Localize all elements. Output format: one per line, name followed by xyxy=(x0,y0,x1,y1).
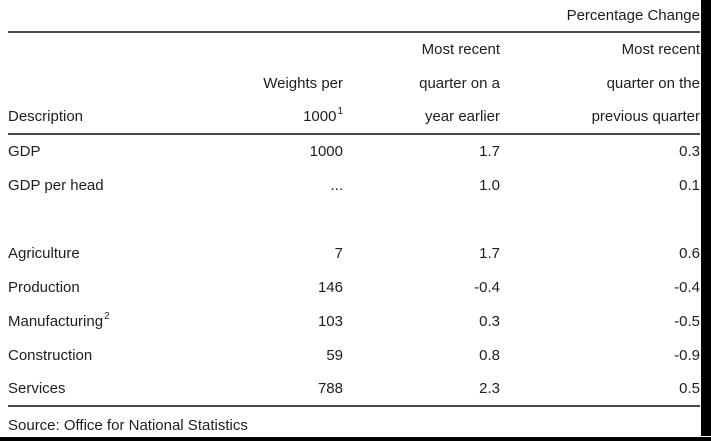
footnote-marker-2: 2 xyxy=(104,310,110,322)
row-label: Production xyxy=(8,278,80,296)
cell-weights: 59 xyxy=(326,346,343,364)
table-header: Most recent Most recent Weights per quar… xyxy=(8,32,700,135)
cell-year-earlier: 1.0 xyxy=(479,176,500,194)
cell-description: Agriculture xyxy=(8,236,208,270)
header-empty-cell xyxy=(8,32,208,66)
header-col4-line2: quarter on the xyxy=(606,74,700,92)
header-row-2: Weights per quarter on a quarter on the xyxy=(8,66,700,100)
table-row-spacer xyxy=(8,202,700,236)
cell-previous-quarter xyxy=(500,202,700,236)
row-label: Agriculture xyxy=(8,244,80,262)
header-col3-line1: Most recent xyxy=(421,41,500,58)
cell-weights: 103 xyxy=(317,312,343,330)
cell-description xyxy=(8,202,208,236)
cell-year-earlier: 1.7 xyxy=(479,244,500,262)
cell-description: Production xyxy=(8,270,208,304)
cell-previous-quarter: 0.3 xyxy=(679,143,700,160)
footnote-marker-1: 1 xyxy=(337,106,343,117)
cell-weights: 146 xyxy=(317,278,343,296)
table-row-production: Production 146 -0.4 -0.4 xyxy=(8,270,700,304)
cell-description: GDP per head xyxy=(8,168,208,202)
table-body: GDP 1000 1.7 0.3 GDP per head ... 1.0 0.… xyxy=(8,134,700,407)
cell-previous-quarter: 0.1 xyxy=(679,176,700,194)
row-label: GDP xyxy=(8,143,41,160)
header-row-1: Most recent Most recent xyxy=(8,32,700,66)
header-weights: 10001 xyxy=(208,100,343,135)
header-col3-line3: year earlier xyxy=(343,100,500,135)
header-description: Description xyxy=(8,100,208,135)
cell-description: GDP xyxy=(8,134,208,168)
cell-year-earlier: 1.7 xyxy=(479,143,500,160)
table-row-agriculture: Agriculture 7 1.7 0.6 xyxy=(8,236,700,270)
header-col2-line1: Weights per xyxy=(263,74,343,92)
cell-weights: 788 xyxy=(208,372,343,407)
table-row-construction: Construction 59 0.8 -0.9 xyxy=(8,338,700,372)
header-empty-cell xyxy=(208,32,343,66)
header-col4-line1: Most recent xyxy=(621,41,700,58)
header-col4-line3: previous quarter xyxy=(500,100,700,135)
table-row-gdp: GDP 1000 1.7 0.3 xyxy=(8,134,700,168)
percentage-change-spanner-label: Percentage Change xyxy=(566,7,700,24)
scan-edge-right xyxy=(701,0,711,436)
cell-description: Services xyxy=(8,372,208,407)
cell-year-earlier xyxy=(343,202,500,236)
cell-description: Construction xyxy=(8,338,208,372)
row-label: Manufacturing xyxy=(8,312,104,330)
table-content: Percentage Change Most recent Most recen… xyxy=(8,0,700,436)
cell-weights: 7 xyxy=(334,244,343,262)
source-attribution: Source: Office for National Statistics xyxy=(8,416,248,434)
table-row-gdp-per-head: GDP per head ... 1.0 0.1 xyxy=(8,168,700,202)
cell-previous-quarter: 0.6 xyxy=(679,244,700,262)
cell-weights xyxy=(208,202,343,236)
cell-previous-quarter: -0.4 xyxy=(674,278,700,296)
cell-description: Manufacturing2 xyxy=(8,304,208,338)
cell-year-earlier: -0.4 xyxy=(474,278,500,296)
cell-previous-quarter: -0.5 xyxy=(674,312,700,330)
header-weights-value: 1000 xyxy=(303,108,337,125)
header-col3-line2: quarter on a xyxy=(419,74,500,92)
row-label: GDP per head xyxy=(8,176,104,194)
header-row-3: Description 10001 year earlier previous … xyxy=(8,100,700,135)
cell-year-earlier: 0.3 xyxy=(479,312,500,330)
cell-year-earlier: 0.8 xyxy=(479,346,500,364)
gdp-statistics-table: Most recent Most recent Weights per quar… xyxy=(8,31,700,407)
cell-previous-quarter: 0.5 xyxy=(500,372,700,407)
header-empty-cell xyxy=(8,66,208,100)
cell-year-earlier: 2.3 xyxy=(343,372,500,407)
scan-edge-bottom xyxy=(0,437,711,441)
cell-previous-quarter: -0.9 xyxy=(674,346,700,364)
cell-weights: 1000 xyxy=(309,143,343,160)
table-row-services: Services 788 2.3 0.5 xyxy=(8,372,700,407)
cell-weights: ... xyxy=(330,176,343,194)
row-label: Services xyxy=(8,380,66,397)
row-label: Construction xyxy=(8,346,93,364)
table-row-manufacturing: Manufacturing2 103 0.3 -0.5 xyxy=(8,304,700,338)
